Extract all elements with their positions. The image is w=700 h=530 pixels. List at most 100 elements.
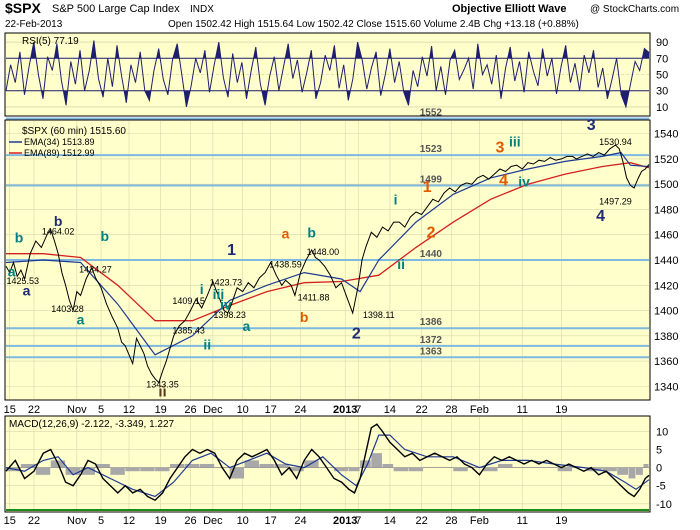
- rsi-tick-label: 50: [656, 70, 668, 82]
- price-tick-label: 1380: [654, 331, 678, 343]
- macd-histogram-bar: [259, 464, 274, 468]
- price-line: [5, 144, 650, 384]
- brand: Objective Elliott Wave: [452, 3, 567, 15]
- wave-label: i: [394, 191, 398, 207]
- macd-histogram-bar: [557, 467, 573, 472]
- price-label: 1438.59: [269, 260, 302, 270]
- price-label: 1398.23: [213, 310, 246, 320]
- support-level-label: 1386: [420, 317, 443, 328]
- macd-histogram-bar: [140, 467, 155, 472]
- price-label: 1448.00: [307, 247, 340, 257]
- wave-label: a: [8, 263, 16, 279]
- support-level-label: 1440: [420, 249, 443, 260]
- x-tick-label: 12: [123, 404, 135, 416]
- wave-label: 3: [495, 140, 504, 157]
- macd-line: [5, 423, 650, 502]
- macd-histogram-bar: [155, 467, 170, 472]
- macd-histogram-bar: [65, 467, 81, 475]
- price-tick-label: 1540: [654, 129, 678, 141]
- price-label: 1434.27: [79, 265, 112, 275]
- x-tick-label-bottom: 19: [155, 515, 167, 527]
- x-tick-label-bottom: 15: [4, 515, 16, 527]
- x-tick-label: 11: [517, 404, 528, 416]
- x-tick-label: 17: [265, 404, 277, 416]
- macd-histogram-bar: [274, 464, 289, 468]
- ema89-line: [6, 162, 650, 322]
- macd-layer: 10 5 0 -5 -10: [5, 417, 672, 511]
- index-name: S&P 500 Large Cap Index: [52, 3, 180, 15]
- x-tick-label-bottom: 12: [123, 515, 135, 527]
- x-tick-label: 22: [28, 404, 40, 416]
- x-tick-label: 10: [237, 404, 249, 416]
- x-tick-label: 24: [294, 404, 306, 416]
- support-level-label: 1552: [420, 107, 443, 118]
- macd-histogram-bar: [110, 467, 125, 475]
- macd-histogram-bar: [617, 467, 628, 475]
- wave-label: 4: [596, 208, 605, 225]
- macd-histogram-bar: [483, 467, 498, 472]
- macd-histogram-bar: [360, 460, 371, 468]
- x-tick-label-bottom: 26: [184, 515, 196, 527]
- x-tick-label-bottom: 19: [555, 515, 567, 527]
- price-label: 1398.11: [363, 310, 395, 320]
- wave-label: a: [282, 226, 290, 242]
- wave-label: 2: [426, 224, 435, 241]
- macd-histogram-bar: [244, 460, 259, 468]
- x-tick-label: 28: [445, 404, 457, 416]
- macd-histogram-bar: [125, 467, 140, 472]
- price-label: 1423.73: [210, 277, 243, 287]
- price-label: 1530.94: [599, 137, 632, 147]
- wave-label: b: [54, 213, 63, 229]
- macd-tick-label: -10: [656, 499, 672, 511]
- macd-histogram-bar: [334, 467, 349, 472]
- rsi-tick-label: 10: [656, 102, 668, 114]
- x-tick-label: Feb: [470, 404, 489, 416]
- macd-histogram-bar: [393, 467, 409, 472]
- x-axis: 15 15 22 22 Nov Nov 5 5 12 12 19 19 26 26 Dec Dec 10 10 17…: [4, 404, 568, 527]
- support-level-label: 1523: [420, 144, 443, 155]
- wave-label: b: [15, 229, 24, 245]
- macd-histogram-bar: [371, 453, 382, 468]
- price-layer: 1540 1520 1500 1480 1460 1440 1420 1400 1380 1360…: [5, 107, 678, 400]
- rsi-tick-label: 90: [656, 37, 668, 49]
- x-tick-label-bottom: 14: [384, 515, 396, 527]
- x-tick-label-bottom: 10: [237, 515, 249, 527]
- wave-label: a: [77, 311, 85, 327]
- x-tick-label-bottom: 7: [355, 515, 361, 527]
- wave-label: iii: [509, 133, 521, 149]
- date: 22-Feb-2013: [5, 19, 63, 30]
- x-tick-label-bottom: 22: [28, 515, 40, 527]
- ema34-label: EMA(34) 1513.89: [24, 137, 95, 147]
- x-tick-label: 19: [555, 404, 567, 416]
- macd-histogram-bar: [229, 467, 245, 479]
- macd-panel: [4, 415, 651, 513]
- macd-tick-label: 5: [656, 445, 662, 457]
- macd-histogram-bar: [635, 467, 643, 475]
- macd-label: MACD(12,26,9) -2.122, -3.349, 1.227: [9, 419, 175, 430]
- x-tick-label-bottom: 5: [98, 515, 104, 527]
- wave-label: i: [200, 281, 204, 297]
- support-level-label: 1363: [420, 346, 443, 357]
- price-tick-label: 1400: [654, 306, 678, 318]
- macd-histogram-bar: [382, 464, 394, 468]
- macd-histogram-bar: [602, 467, 617, 472]
- x-tick-label: Dec: [203, 404, 223, 416]
- wave-label: iv: [518, 174, 530, 190]
- x-tick-label: 5: [98, 404, 104, 416]
- support-level-label: 1499: [420, 174, 443, 185]
- macd-histogram-bar: [199, 464, 215, 468]
- macd-histogram-bar: [20, 464, 36, 468]
- macd-histogram-bar: [628, 467, 636, 479]
- wave-label: iv: [220, 296, 232, 312]
- macd-tick-label: 0: [656, 463, 662, 475]
- rsi-layer: 90 70 50 30 10: [5, 37, 668, 114]
- x-tick-label: 14: [384, 404, 396, 416]
- x-tick-label: Nov: [67, 404, 87, 416]
- rsi-tick-label: 30: [656, 86, 668, 98]
- price-tick-label: 1520: [654, 154, 678, 166]
- price-label: 1403.28: [51, 304, 84, 314]
- price-tick-label: 1460: [654, 230, 678, 242]
- x-tick-label-bottom: 2013: [333, 515, 357, 527]
- x-tick-label: 22: [415, 404, 427, 416]
